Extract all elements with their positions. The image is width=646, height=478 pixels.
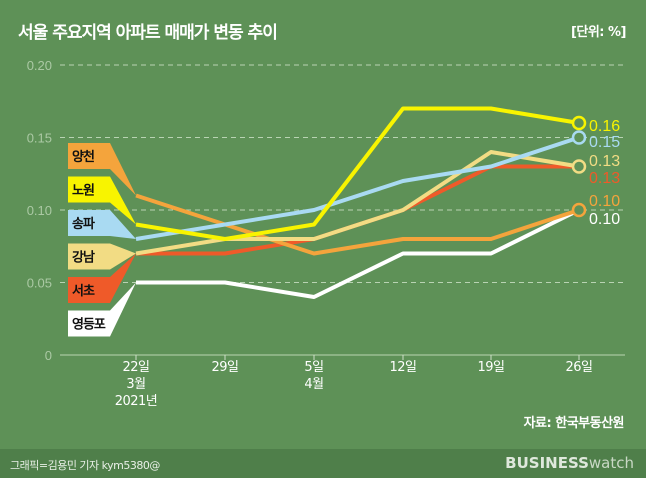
legend-box-노원 — [68, 176, 136, 225]
series-line-노원 — [135, 106, 580, 241]
y-tick-label: 0.10 — [27, 203, 52, 218]
legend-label: 영등포 — [72, 318, 106, 333]
credit-text: 그래픽=김용민 기자 kym5380@ — [10, 459, 160, 472]
end-marker-강남 — [571, 159, 587, 174]
series-line-영등포 — [136, 208, 580, 299]
x-tick-sublabel: 2021년 — [115, 394, 158, 409]
y-tick-label: 0 — [45, 348, 52, 363]
legend-box-영등포 — [68, 282, 136, 337]
x-tick-label: 5일 — [304, 360, 323, 375]
source-label: 자료: 한국부동산원 — [523, 416, 625, 431]
end-marker-양천 — [571, 202, 587, 218]
businesswatch-logo: BUSINESSwatch — [505, 454, 634, 472]
end-value-label-서초: 0.13 — [589, 170, 620, 187]
series-line-양천 — [135, 193, 580, 256]
legend-box-강남 — [68, 243, 136, 270]
legend-label: 강남 — [72, 250, 95, 266]
series-line-강남 — [135, 150, 580, 256]
x-tick-label: 22일 — [122, 360, 149, 375]
legend-box-양천 — [68, 143, 136, 196]
y-tick-label: 0.15 — [27, 131, 52, 146]
end-value-label-양천: 0.10 — [589, 193, 620, 210]
unit-label: [단위: %] — [570, 25, 627, 40]
end-value-label-영등포: 0.10 — [589, 211, 620, 228]
end-value-label-노원: 0.16 — [589, 118, 620, 135]
legend-box-서초 — [68, 253, 136, 303]
legend-label: 서초 — [72, 284, 95, 299]
x-tick-sublabel: 3월 — [126, 377, 145, 392]
y-tick-label: 0.20 — [27, 58, 52, 73]
y-tick-label: 0.05 — [27, 276, 52, 291]
legend-label: 노원 — [72, 184, 94, 199]
x-tick-label: 29일 — [211, 360, 238, 375]
legend-label: 송파 — [72, 217, 95, 232]
end-marker-노원 — [571, 115, 587, 131]
end-marker-송파 — [571, 130, 587, 145]
end-value-label-강남: 0.13 — [589, 153, 620, 170]
logo-bold: BUSINESS — [505, 454, 589, 472]
x-tick-label: 26일 — [565, 360, 592, 375]
x-tick-sublabel: 4월 — [304, 377, 323, 392]
legend-box-송파 — [68, 210, 136, 239]
x-tick-label: 12일 — [389, 360, 416, 375]
series-line-송파 — [135, 135, 580, 241]
chart-title: 서울 주요지역 아파트 매매가 변동 추이 — [18, 23, 278, 43]
footer-bar: 그래픽=김용민 기자 kym5380@ BUSINESSwatch — [0, 449, 646, 478]
end-value-label-송파: 0.15 — [589, 134, 620, 151]
logo-light: watch — [588, 454, 634, 472]
x-tick-label: 19일 — [477, 360, 504, 375]
legend-label: 양천 — [72, 150, 94, 165]
